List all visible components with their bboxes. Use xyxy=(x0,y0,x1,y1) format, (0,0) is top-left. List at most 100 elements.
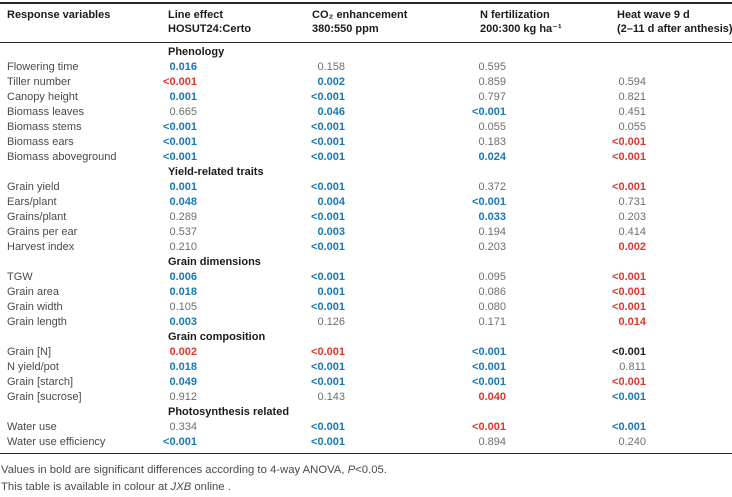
p-value: <0.001 xyxy=(311,211,345,223)
p-value-cell: 0.158 xyxy=(305,60,473,75)
section-title-row: Phenology xyxy=(0,45,732,60)
p-value-cell: 0.006 xyxy=(161,270,305,285)
p-value-cell xyxy=(610,60,732,75)
row-label: Tiller number xyxy=(7,76,71,88)
table-row: Ears/plant 0.048 0.004 <0.001 0.731 xyxy=(0,195,732,210)
p-value-cell: 0.086 xyxy=(473,285,610,300)
p-value: <0.001 xyxy=(311,346,345,358)
p-value: <0.001 xyxy=(472,196,506,208)
p-value: 0.016 xyxy=(169,61,197,73)
col-header-line2: 380:550 ppm xyxy=(312,22,379,35)
p-value-cell: <0.001 xyxy=(610,150,732,165)
row-label: Grain length xyxy=(7,316,67,328)
p-value-cell: 0.595 xyxy=(473,60,610,75)
p-value-cell: <0.001 xyxy=(161,135,305,150)
p-value-cell: 0.859 xyxy=(473,75,610,90)
p-value-cell: 0.797 xyxy=(473,90,610,105)
footnote-italic-p: P xyxy=(347,464,356,476)
p-value: 0.537 xyxy=(169,226,197,238)
p-value-cell: 0.183 xyxy=(473,135,610,150)
table-row: Grain length 0.003 0.126 0.171 0.014 xyxy=(0,315,732,330)
p-value: 0.086 xyxy=(478,286,506,298)
footnote-anova: Values in bold are significant differenc… xyxy=(1,462,732,479)
col-header-response-variables: Response variables xyxy=(0,9,161,36)
p-value: <0.001 xyxy=(163,436,197,448)
table-row: Biomass ears <0.001 <0.001 0.183 <0.001 xyxy=(0,135,732,150)
section-spacer-cell xyxy=(0,165,161,180)
row-label: Water use xyxy=(7,421,57,433)
footnote-colour-online: This table is available in colour at JXB… xyxy=(1,479,732,496)
table-header-row: Response variables Line effect HOSUT24:C… xyxy=(0,4,732,43)
p-value: 0.001 xyxy=(169,181,197,193)
p-value: 0.210 xyxy=(169,241,197,253)
p-value: 0.003 xyxy=(317,226,345,238)
row-label: Grain width xyxy=(7,301,63,313)
p-value: 0.240 xyxy=(618,436,646,448)
p-value: 0.334 xyxy=(169,421,197,433)
section-title-row: Grain composition xyxy=(0,330,732,345)
p-value: <0.001 xyxy=(612,391,646,403)
p-value-cell: <0.001 xyxy=(472,345,610,360)
p-value-cell: <0.001 xyxy=(610,180,732,195)
p-value-cell: <0.001 xyxy=(305,270,473,285)
col-header-line1: CO₂ enhancement xyxy=(312,9,408,21)
p-value: <0.001 xyxy=(472,361,506,373)
section-spacer-cell xyxy=(0,255,161,270)
p-value: 0.595 xyxy=(478,61,506,73)
section-spacer-cell xyxy=(0,45,161,60)
col-header-n-fertilization: N fertilization 200:300 kg ha⁻¹ xyxy=(473,9,610,36)
p-value: <0.001 xyxy=(612,346,646,358)
section-title-row: Photosynthesis related xyxy=(0,405,732,420)
p-value: <0.001 xyxy=(612,301,646,313)
row-label: Grain [sucrose] xyxy=(7,391,82,403)
p-value: 0.033 xyxy=(478,211,506,223)
p-value-cell: 0.080 xyxy=(473,300,610,315)
col-header-line1: Line effect xyxy=(168,9,224,21)
row-label: Ears/plant xyxy=(7,196,57,208)
p-value-cell: 0.014 xyxy=(610,315,732,330)
row-label: Grains/plant xyxy=(7,211,67,223)
p-value-cell: 0.016 xyxy=(161,60,305,75)
p-value: <0.001 xyxy=(472,376,506,388)
p-value-cell: <0.001 xyxy=(472,360,610,375)
p-value-cell: 0.334 xyxy=(161,420,305,435)
footnote-text: Values in bold are significant differenc… xyxy=(1,464,348,476)
p-value-cell: 0.004 xyxy=(305,195,473,210)
p-value-cell: <0.001 xyxy=(305,150,473,165)
row-label: N yield/pot xyxy=(7,361,59,373)
p-value-cell: <0.001 xyxy=(305,210,473,225)
table-row: Biomass leaves 0.665 0.046 <0.001 0.451 xyxy=(0,105,732,120)
p-value-cell: <0.001 xyxy=(610,390,732,405)
table-row: Grain area 0.018 0.001 0.086 <0.001 xyxy=(0,285,732,300)
p-value-cell: <0.001 xyxy=(305,120,473,135)
p-value: 0.014 xyxy=(618,316,646,328)
p-value-cell: 0.372 xyxy=(473,180,610,195)
p-value-cell: 0.002 xyxy=(610,240,732,255)
p-value-cell: 0.024 xyxy=(473,150,610,165)
p-value: <0.001 xyxy=(311,376,345,388)
p-value-cell: <0.001 xyxy=(305,375,473,390)
p-value-cell: 0.414 xyxy=(610,225,732,240)
p-value-cell: <0.001 xyxy=(610,300,732,315)
row-label: Water use efficiency xyxy=(7,436,106,448)
col-header-line1: Heat wave 9 d xyxy=(617,9,690,21)
p-value: 0.797 xyxy=(478,91,506,103)
p-value: 0.049 xyxy=(169,376,197,388)
footnote-italic-jxb: JXB xyxy=(170,481,192,493)
p-value: <0.001 xyxy=(472,421,506,433)
p-value: <0.001 xyxy=(472,346,506,358)
p-value: <0.001 xyxy=(311,151,345,163)
p-value: <0.001 xyxy=(311,271,345,283)
p-value-cell: <0.001 xyxy=(305,135,473,150)
p-value-cell: 0.171 xyxy=(473,315,610,330)
p-value-cell: 0.143 xyxy=(305,390,473,405)
col-header-co2-enhancement: CO₂ enhancement 380:550 ppm xyxy=(305,9,473,36)
p-value: 0.894 xyxy=(478,436,506,448)
table-row: Flowering time 0.016 0.158 0.595 xyxy=(0,60,732,75)
p-value-cell: 0.001 xyxy=(161,90,305,105)
p-value: 0.018 xyxy=(169,361,197,373)
anova-results-table: Response variables Line effect HOSUT24:C… xyxy=(0,2,732,454)
p-value-cell: <0.001 xyxy=(472,375,610,390)
p-value: 0.001 xyxy=(317,286,345,298)
table-row: Grain [starch] 0.049 <0.001 <0.001 <0.001 xyxy=(0,375,732,390)
